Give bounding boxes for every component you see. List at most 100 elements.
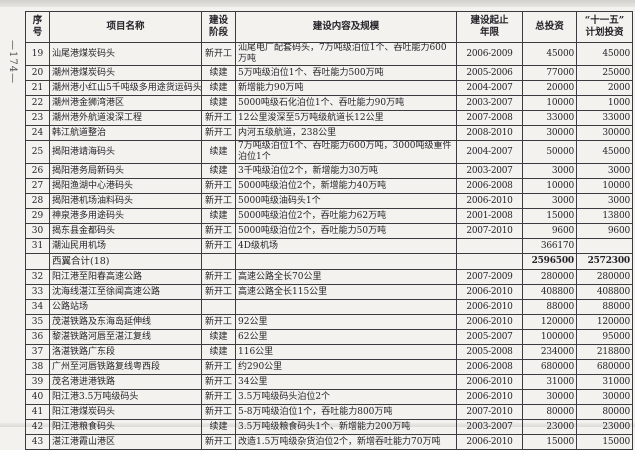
cell-plan-investment: 9600 [576,223,633,239]
cell-content: 92公里 [235,314,457,330]
header-content-scale: 建设内容及规模 [235,11,457,43]
table-row: 26 揭阳港务局新码头 续建 3千吨级泊位2个，新增能力30万吨 2003-2007 30… [25,163,633,179]
cell-plan-investment: 120000 [576,314,633,330]
scan-edge-top [0,0,635,7]
cell-plan-investment: 95000 [576,329,633,345]
cell-stage: 新开工 [201,404,236,420]
cell-no: 37 [25,344,50,360]
cell-project-name: 茂湛铁路及东海岛延伸线 [49,314,202,330]
cell-total-investment: 31000 [522,374,577,390]
cell-total-investment: 33000 [522,110,577,126]
cell-years: 2005-2006 [456,65,523,81]
table-row: 25 揭阳港靖海码头 续建 7万吨级泊位1个、吞吐能力600万吨，3000吨级重件泊位… [25,140,633,164]
cell-no [25,253,50,270]
table-row: 35 茂湛铁路及东海岛延伸线 新开工 92公里 2006-2010 120000 12000… [25,314,633,330]
table-row: 33 沈海线湛江至徐闻高速公路 新开工 高速公路全长115公里 2006-2010 408… [25,284,633,300]
cell-years: 2003-2007 [456,95,523,111]
cell-total-investment: 88000 [522,299,577,315]
header-project-name: 项目名称 [49,11,202,43]
cell-stage: 新开工 [201,374,236,390]
cell-stage: 续建 [201,163,236,179]
cell-no: 28 [25,193,50,209]
cell-total-investment: 80000 [522,404,577,420]
cell-stage: 续建 [201,329,236,345]
header-stage: 建设 阶段 [201,11,236,43]
cell-project-name: 揭阳港机场油料码头 [49,193,202,209]
table-row: 37 洛湛铁路广东段 续建 116公里 2005-2008 234000 218800 [25,344,633,360]
cell-project-name: 潮州港小红山5千吨级多用途货运码头 [49,80,202,96]
cell-project-name: 汕尾港煤炭码头 [49,42,202,66]
cell-years: 2006-2010 [456,284,523,300]
cell-no: 41 [25,404,50,420]
cell-years: 2007-2008 [456,110,523,126]
cell-project-name: 湛江港霞山港区 [49,434,202,450]
cell-total-investment: 10000 [522,95,577,111]
cell-plan-investment: 408800 [576,284,633,300]
table-row: 19 汕尾港煤炭码头 新开工 汕尾电厂配套码头，7万吨级泊位1个、吞吐能力600万吨 2… [25,42,633,66]
cell-plan-investment: 680000 [576,359,633,375]
cell-total-investment: 2596500 [522,253,577,270]
cell-stage: 新开工 [201,359,236,375]
cell-years: 2008-2010 [456,125,523,141]
cell-plan-investment: 2000 [576,80,633,96]
cell-no: 30 [25,223,50,239]
table-row: 36 黎湛铁路河唇至湛江复线 续建 62公里 2005-2007 100000 95000 [25,329,633,345]
cell-total-investment: 45000 [522,42,577,66]
cell-total-investment: 23000 [522,419,577,435]
cell-content: 5000吨级油码头1个 [235,193,457,209]
cell-no: 29 [25,208,50,224]
cell-content: 3千吨级泊位2个，新增能力30万吨 [235,163,457,179]
cell-total-investment: 366170 [522,238,577,254]
cell-total-investment: 50000 [522,140,577,164]
cell-stage: 新开工 [201,110,236,126]
cell-plan-investment: 15000 [576,434,633,450]
cell-years: 2005-2007 [456,329,523,345]
table-row: 41 阳江港煤炭码头 新开工 5-8万吨级泊位1个，吞吐能力800万吨 2007-201… [25,404,633,420]
cell-plan-investment: 25000 [576,65,633,81]
cell-project-name: 神泉港多用途码头 [49,208,202,224]
cell-content: 7万吨级泊位1个、吞吐能力600万吨，3000吨级重件泊位1个 [235,140,457,164]
cell-stage [201,253,236,270]
cell-project-name: 茂名港进港铁路 [49,374,202,390]
cell-stage: 新开工 [201,389,236,405]
cell-total-investment: 30000 [522,125,577,141]
cell-total-investment: 30000 [522,389,577,405]
cell-years: 2006-2010 [456,193,523,209]
cell-content [235,299,457,315]
table-row: 31 潮汕民用机场 新开工 4D级机场 366170 [25,238,633,254]
cell-no: 40 [25,389,50,405]
cell-years: 2004-2007 [456,140,523,164]
cell-content: 5万吨级泊位1个、吞吐能力500万吨 [235,65,457,81]
cell-stage: 续建 [201,419,236,435]
cell-years: 2003-2007 [456,163,523,179]
cell-project-name: 阳江港煤炭码头 [49,404,202,420]
cell-plan-investment: 30000 [576,389,633,405]
cell-total-investment: 3000 [522,193,577,209]
cell-stage: 续建 [201,208,236,224]
table-row: 21 潮州港小红山5千吨级多用途货运码头 续建 新增能力90万吨 2004-2007 20… [25,80,633,96]
cell-no: 31 [25,238,50,254]
cell-stage: 新开工 [201,238,236,254]
header-years: 建设起止 年限 [456,11,523,43]
cell-plan-investment: 1000 [576,95,633,111]
cell-content: 5000吨级泊位2个，吞吐能力50万吨 [235,223,457,239]
cell-no: 33 [25,284,50,300]
cell-years: 2001-2008 [456,208,523,224]
cell-content: 3.5万吨级粮食码头1个、新增能力200万吨 [235,419,457,435]
cell-stage: 续建 [201,80,236,96]
table-row: 39 茂名港进港铁路 新开工 34公里 2006-2010 31000 31000 [25,374,633,390]
header-no: 序 号 [25,11,50,43]
cell-plan-investment: 3000 [576,163,633,179]
cell-plan-investment [576,238,633,254]
table-body: 19 汕尾港煤炭码头 新开工 汕尾电厂配套码头，7万吨级泊位1个、吞吐能力600万吨 2… [25,42,633,450]
cell-years: 2007-2010 [456,404,523,420]
cell-project-name: 阳江港至阳春高速公路 [49,269,202,285]
cell-project-name: 揭阳港务局新码头 [49,163,202,179]
table-row: 29 神泉港多用途码头 续建 5000吨级泊位2个，吞吐能力62万吨 2001-2008… [25,208,633,224]
cell-total-investment: 408800 [522,284,577,300]
cell-project-name: 黎湛铁路河唇至湛江复线 [49,329,202,345]
cell-total-investment: 15000 [522,208,577,224]
cell-years: 2006-2010 [456,434,523,450]
cell-content: 改造1.5万吨级杂货泊位2个，新增吞吐能力70万吨 [235,434,457,450]
cell-content: 高速公路全长115公里 [235,284,457,300]
